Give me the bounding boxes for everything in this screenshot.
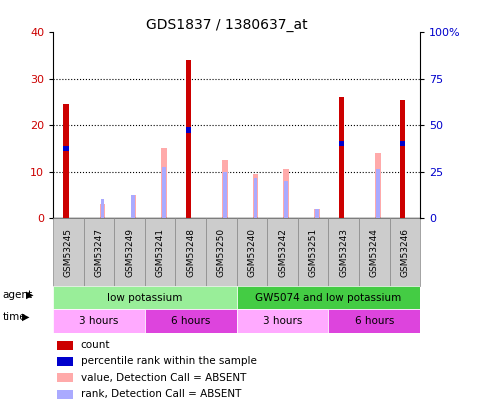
- Bar: [175, 218, 206, 286]
- Bar: [359, 218, 390, 286]
- Text: GSM53244: GSM53244: [370, 228, 379, 277]
- Text: 6 hours: 6 hours: [171, 316, 211, 326]
- Bar: [206, 218, 237, 286]
- Text: GSM53245: GSM53245: [64, 228, 73, 277]
- Bar: [162, 167, 166, 218]
- Text: ▶: ▶: [26, 290, 33, 300]
- Text: GSM53246: GSM53246: [400, 228, 410, 277]
- Bar: [267, 218, 298, 286]
- Text: low potassium: low potassium: [107, 293, 183, 303]
- Bar: [57, 390, 73, 399]
- Text: GSM53250: GSM53250: [217, 228, 226, 277]
- Text: agent: agent: [2, 290, 32, 300]
- Bar: [185, 60, 191, 218]
- Bar: [315, 209, 319, 218]
- Bar: [84, 218, 114, 286]
- Text: 3 hours: 3 hours: [263, 316, 302, 326]
- Text: GSM53248: GSM53248: [186, 228, 195, 277]
- Text: GSM53241: GSM53241: [156, 228, 165, 277]
- Bar: [284, 181, 288, 218]
- Text: GW5074 and low potassium: GW5074 and low potassium: [256, 293, 401, 303]
- Bar: [254, 179, 257, 218]
- Bar: [57, 357, 73, 366]
- Text: GSM53240: GSM53240: [247, 228, 256, 277]
- Text: ▶: ▶: [22, 312, 30, 322]
- Bar: [376, 169, 380, 218]
- Text: rank, Detection Call = ABSENT: rank, Detection Call = ABSENT: [81, 389, 241, 399]
- Text: GSM53247: GSM53247: [95, 228, 103, 277]
- Text: time: time: [2, 312, 26, 322]
- Bar: [222, 160, 228, 218]
- Bar: [339, 141, 344, 147]
- Bar: [284, 169, 289, 218]
- Bar: [145, 218, 175, 286]
- Bar: [328, 218, 359, 286]
- Bar: [114, 218, 145, 286]
- Bar: [328, 309, 420, 333]
- Text: count: count: [81, 340, 110, 350]
- Bar: [314, 209, 320, 218]
- Bar: [223, 172, 227, 218]
- Bar: [101, 199, 104, 218]
- Bar: [185, 127, 191, 132]
- Bar: [400, 100, 405, 218]
- Bar: [53, 286, 237, 309]
- Bar: [390, 218, 420, 286]
- Text: 6 hours: 6 hours: [355, 316, 394, 326]
- Bar: [63, 104, 69, 218]
- Text: value, Detection Call = ABSENT: value, Detection Call = ABSENT: [81, 373, 246, 383]
- Bar: [400, 141, 405, 147]
- Bar: [57, 373, 73, 382]
- Bar: [53, 309, 145, 333]
- Bar: [63, 145, 69, 151]
- Bar: [375, 153, 381, 218]
- Bar: [298, 218, 328, 286]
- Text: GSM53251: GSM53251: [309, 228, 318, 277]
- Text: GSM53243: GSM53243: [339, 228, 348, 277]
- Text: percentile rank within the sample: percentile rank within the sample: [81, 356, 256, 367]
- Bar: [161, 148, 167, 218]
- Text: GSM53242: GSM53242: [278, 228, 287, 277]
- Bar: [237, 286, 420, 309]
- Bar: [130, 195, 136, 218]
- Bar: [339, 97, 344, 218]
- Bar: [57, 341, 73, 350]
- Bar: [131, 195, 135, 218]
- Bar: [100, 204, 105, 218]
- Bar: [145, 309, 237, 333]
- Text: GSM53249: GSM53249: [125, 228, 134, 277]
- Text: GDS1837 / 1380637_at: GDS1837 / 1380637_at: [146, 18, 308, 32]
- Bar: [253, 174, 258, 218]
- Bar: [53, 218, 84, 286]
- Text: 3 hours: 3 hours: [79, 316, 119, 326]
- Bar: [237, 218, 267, 286]
- Bar: [237, 309, 328, 333]
